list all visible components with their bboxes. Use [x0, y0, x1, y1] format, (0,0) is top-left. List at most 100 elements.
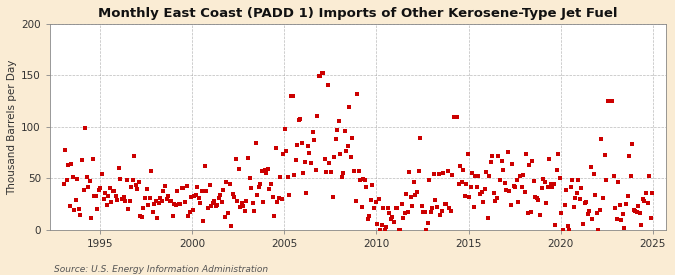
Point: [64, 204, 75, 208]
Point: [562, 224, 573, 228]
Point: [628, 207, 639, 212]
Point: [404, 170, 414, 174]
Point: [564, 228, 574, 232]
Point: [190, 193, 201, 197]
Point: [192, 185, 202, 189]
Point: [70, 198, 81, 203]
Point: [238, 204, 249, 208]
Point: [242, 155, 253, 160]
Point: [161, 197, 172, 201]
Point: [442, 169, 453, 174]
Point: [69, 208, 80, 212]
Point: [645, 215, 656, 220]
Point: [138, 205, 149, 210]
Point: [140, 196, 151, 200]
Point: [464, 194, 475, 199]
Point: [413, 169, 424, 173]
Point: [375, 228, 385, 232]
Point: [614, 203, 625, 207]
Point: [151, 199, 161, 203]
Point: [359, 178, 370, 183]
Point: [317, 71, 327, 76]
Point: [387, 214, 398, 219]
Point: [241, 198, 252, 203]
Point: [144, 196, 155, 200]
Point: [163, 194, 173, 198]
Point: [258, 200, 269, 204]
Point: [164, 199, 175, 203]
Point: [124, 199, 135, 203]
Point: [123, 207, 134, 211]
Point: [58, 182, 69, 186]
Point: [340, 129, 350, 133]
Point: [392, 206, 402, 210]
Point: [306, 161, 317, 165]
Point: [419, 209, 430, 214]
Point: [390, 206, 401, 210]
Point: [602, 99, 613, 103]
Point: [94, 188, 105, 192]
Point: [407, 204, 418, 208]
Point: [545, 182, 556, 186]
Point: [396, 202, 407, 206]
Point: [272, 200, 283, 205]
Point: [533, 198, 544, 202]
Point: [381, 225, 392, 229]
Point: [169, 202, 180, 206]
Point: [240, 209, 250, 213]
Point: [347, 136, 358, 141]
Point: [194, 196, 205, 200]
Point: [423, 220, 433, 225]
Point: [376, 222, 387, 227]
Point: [136, 215, 147, 220]
Point: [472, 184, 483, 189]
Point: [300, 160, 310, 164]
Point: [315, 74, 325, 79]
Point: [591, 211, 602, 215]
Point: [146, 168, 157, 173]
Point: [559, 202, 570, 207]
Point: [412, 190, 423, 194]
Point: [630, 209, 641, 213]
Point: [259, 167, 270, 172]
Point: [531, 196, 542, 200]
Point: [466, 185, 477, 189]
Point: [234, 166, 244, 171]
Point: [530, 195, 541, 199]
Point: [215, 193, 225, 197]
Point: [373, 197, 384, 201]
Point: [178, 186, 189, 190]
Point: [76, 157, 87, 162]
Point: [406, 195, 416, 200]
Point: [495, 178, 506, 183]
Point: [556, 211, 567, 215]
Point: [189, 194, 200, 198]
Point: [585, 165, 596, 169]
Point: [350, 199, 361, 203]
Point: [307, 130, 318, 134]
Point: [152, 215, 163, 220]
Point: [267, 195, 278, 199]
Point: [634, 211, 645, 215]
Point: [608, 174, 619, 178]
Point: [578, 221, 589, 226]
Point: [148, 202, 159, 206]
Point: [236, 200, 247, 205]
Point: [248, 208, 259, 213]
Point: [232, 199, 242, 203]
Point: [167, 214, 178, 218]
Point: [393, 228, 404, 232]
Point: [223, 211, 234, 215]
Point: [336, 175, 347, 179]
Point: [567, 178, 578, 182]
Point: [429, 172, 439, 176]
Point: [430, 197, 441, 202]
Point: [115, 177, 126, 181]
Point: [142, 203, 153, 207]
Point: [195, 200, 206, 205]
Point: [519, 189, 530, 194]
Point: [122, 178, 132, 182]
Point: [574, 197, 585, 201]
Point: [204, 183, 215, 187]
Point: [458, 168, 468, 172]
